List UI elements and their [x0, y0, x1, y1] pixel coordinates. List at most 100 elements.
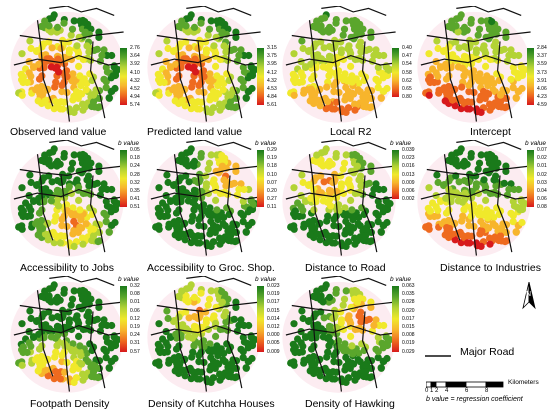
site-point: [357, 318, 365, 326]
site-point: [105, 364, 113, 372]
site-point: [103, 51, 111, 60]
site-point: [374, 333, 382, 341]
site-point: [52, 368, 60, 376]
panel-distance-road: b value 0.039 0.023 0.016 0.013 0.009 0.006 0.0…: [280, 140, 415, 275]
site-point: [247, 333, 255, 341]
site-point: [70, 108, 78, 116]
site-point: [63, 222, 71, 231]
major-road: [173, 20, 191, 107]
site-point: [191, 189, 199, 197]
legend-tick: 4.84: [267, 94, 277, 101]
site-point: [26, 37, 34, 45]
site-point: [323, 353, 331, 361]
legend-tick: 3.64: [130, 53, 140, 60]
site-point: [173, 90, 181, 98]
site-point: [458, 83, 466, 91]
panel-footpath-density: b value 0.32 0.08 0.01 0.06 0.12 0.19 0.24 0.31 0…: [8, 276, 143, 411]
site-point: [230, 45, 238, 53]
legend-tick: 0.31: [130, 340, 140, 347]
site-point: [381, 206, 389, 214]
site-point: [47, 298, 55, 306]
site-point: [56, 105, 64, 113]
site-point: [492, 182, 500, 190]
site-point: [507, 75, 515, 83]
legend-tick: 3.15: [267, 45, 277, 51]
map-local-r2: [282, 6, 398, 123]
site-point: [207, 151, 215, 159]
site-point: [509, 63, 517, 71]
site-point: [71, 93, 79, 101]
site-point: [458, 217, 466, 225]
site-point: [105, 94, 113, 102]
legend-tick: 0.028: [402, 299, 415, 306]
major-road: [19, 165, 124, 177]
site-point: [81, 152, 89, 160]
site-point: [65, 38, 73, 46]
site-point: [75, 319, 83, 327]
site-point: [212, 303, 220, 311]
panel-predicted-land-value: 3.15 3.75 3.95 4.12 4.32 4.53 4.84 5.61: [145, 6, 280, 141]
site-point: [85, 182, 93, 190]
major-road: [285, 54, 398, 66]
site-point: [299, 314, 307, 323]
site-point: [332, 348, 340, 356]
major-road: [173, 290, 191, 377]
site-point: [382, 333, 390, 341]
legend-tick: 0.006: [402, 188, 415, 194]
site-point: [79, 240, 87, 248]
site-point: [375, 51, 383, 60]
site-point: [319, 298, 327, 306]
map-accessibility-jobs: [10, 140, 126, 257]
panel-title: Local R2: [330, 126, 372, 138]
site-point: [347, 183, 355, 191]
site-point: [54, 55, 62, 63]
site-point: [213, 359, 221, 367]
site-point: [467, 153, 475, 161]
site-point: [206, 70, 214, 78]
legend-tick: 0.07: [537, 147, 547, 153]
site-point: [332, 78, 340, 86]
site-point: [342, 17, 350, 25]
site-point: [95, 28, 103, 36]
site-point: [298, 307, 306, 315]
site-point: [185, 178, 193, 186]
site-point: [207, 378, 215, 386]
site-point: [94, 374, 102, 382]
site-point: [246, 342, 254, 350]
site-point: [219, 86, 227, 94]
site-point: [75, 183, 83, 191]
site-point: [483, 206, 491, 214]
site-point: [326, 55, 334, 63]
site-point: [510, 51, 518, 60]
site-point: [247, 197, 255, 205]
legend-tick: 0.039: [402, 147, 415, 153]
site-point: [237, 75, 245, 83]
site-point: [237, 345, 245, 353]
site-point: [172, 60, 180, 68]
site-point: [451, 236, 459, 244]
site-point: [213, 342, 221, 350]
site-point: [155, 91, 163, 99]
site-point: [467, 78, 475, 86]
site-point: [372, 345, 380, 353]
panel-title: Density of Kutchha Houses: [148, 398, 275, 410]
site-point: [517, 63, 525, 71]
site-point: [70, 242, 78, 250]
site-point: [184, 298, 192, 306]
site-point: [178, 96, 187, 104]
major-road-label: Major Road: [460, 346, 515, 358]
site-point: [348, 342, 356, 350]
major-road: [361, 311, 378, 389]
site-point: [512, 94, 520, 102]
site-point: [426, 207, 434, 215]
site-point: [222, 48, 230, 56]
site-point: [477, 17, 485, 25]
legend-color-ramp: [120, 48, 127, 106]
site-point: [448, 151, 456, 159]
legend-tick: 0.06: [130, 307, 140, 314]
site-point: [207, 242, 215, 250]
site-point: [226, 361, 235, 369]
site-point: [210, 176, 218, 184]
major-road: [150, 188, 263, 200]
site-point: [328, 105, 336, 113]
